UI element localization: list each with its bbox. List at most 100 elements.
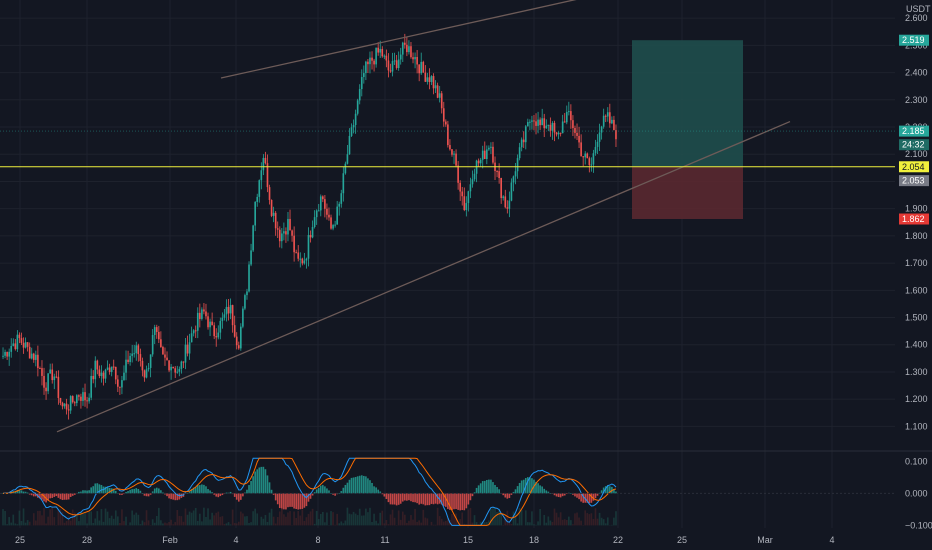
volume-bar	[270, 508, 273, 526]
candle-body	[98, 369, 101, 376]
volume-bar	[8, 517, 10, 526]
volume-bar	[305, 517, 308, 526]
histogram-bar	[520, 480, 523, 494]
histogram-bar	[188, 491, 191, 494]
volume-bar	[299, 515, 302, 526]
volume-bar	[557, 517, 560, 526]
candle-body	[235, 336, 238, 346]
volume-bar	[61, 511, 64, 526]
volume-bar	[172, 524, 174, 526]
channel-lower-line[interactable]	[56, 120, 791, 433]
time-axis[interactable]: 25 28 Feb 4 8 11 15 18 22 25 Mar 4	[15, 535, 835, 545]
candle-body	[424, 72, 427, 82]
histogram-bar	[35, 493, 37, 497]
volume-bar	[473, 515, 476, 526]
histogram-bar	[543, 488, 546, 494]
candle-body	[609, 112, 611, 124]
histogram-bar	[340, 491, 343, 494]
volume-bar	[352, 511, 355, 526]
candle-body	[172, 366, 174, 369]
candle-body	[92, 375, 95, 380]
volume-bar	[73, 512, 76, 526]
time-tick-label: 28	[82, 535, 92, 545]
candle-body	[57, 376, 60, 398]
volume-bar	[422, 509, 425, 526]
volume-bar	[568, 516, 570, 526]
histogram-bar	[139, 490, 142, 494]
candle-body	[555, 132, 558, 135]
volume-bar	[192, 510, 195, 526]
histogram-bar	[401, 493, 404, 502]
candle-body	[20, 338, 23, 343]
histogram-bar	[467, 493, 470, 505]
volume-bar	[510, 524, 513, 526]
volume-bar	[182, 521, 185, 526]
channel-upper-line[interactable]	[220, 0, 590, 79]
histogram-bar	[319, 485, 322, 494]
target-zone[interactable]	[632, 40, 743, 168]
volume-bar	[360, 515, 363, 526]
volume-bar	[459, 519, 461, 526]
volume-bar	[162, 523, 164, 526]
candle-body	[543, 118, 546, 129]
volume-bar	[98, 520, 101, 526]
volume-bar	[442, 521, 445, 526]
volume-bar	[401, 511, 404, 526]
histogram-bar	[518, 482, 521, 494]
macd-indicator	[0, 457, 895, 526]
volume-bar	[479, 521, 482, 526]
candle-body	[45, 387, 47, 392]
indicator-axis[interactable]: 0.100 0.000 −0.100	[905, 456, 932, 530]
histogram-bar	[559, 493, 562, 498]
candle-body	[344, 163, 347, 174]
histogram-bar	[262, 466, 265, 494]
candle-body	[545, 125, 548, 129]
candle-body	[30, 353, 33, 359]
histogram-bar	[303, 493, 306, 508]
candle-body	[205, 311, 207, 317]
histogram-bar	[379, 491, 382, 494]
histogram-bar	[414, 493, 416, 503]
histogram-bar	[276, 493, 279, 505]
volume-bar	[445, 520, 447, 526]
candle-body	[63, 403, 66, 407]
histogram-bar	[32, 493, 35, 497]
candle-body	[340, 193, 343, 204]
candle-body	[262, 157, 265, 171]
candle-body	[129, 355, 131, 362]
volume-bar	[276, 516, 279, 526]
histogram-bar	[100, 484, 103, 494]
histogram-bar	[24, 491, 27, 494]
histogram-bar	[49, 493, 51, 499]
candle-body	[371, 57, 373, 61]
histogram-bar	[131, 489, 133, 494]
candle-body	[449, 145, 451, 150]
volume-bar	[356, 515, 359, 526]
volume-bar	[43, 508, 45, 526]
histogram-bar	[121, 493, 123, 495]
histogram-bar	[344, 484, 347, 494]
volume-bar	[164, 522, 166, 526]
volume-bar	[153, 522, 156, 526]
volume-bar	[100, 509, 103, 526]
candle-body	[285, 231, 287, 235]
histogram-bar	[490, 479, 492, 494]
histogram-bar	[293, 493, 295, 509]
volume-bar	[80, 511, 82, 526]
stop-zone[interactable]	[632, 167, 743, 220]
price-tick-label: 1.700	[905, 258, 928, 268]
countdown-badge: 24:32	[899, 139, 929, 151]
volume-bar	[170, 519, 172, 526]
histogram-bar	[69, 493, 72, 497]
histogram-bar	[211, 492, 213, 494]
volume-bar	[242, 513, 244, 526]
price-tick-label: 1.300	[905, 367, 928, 377]
histogram-bar	[486, 479, 488, 494]
candle-body	[346, 154, 349, 164]
histogram-bar	[354, 477, 357, 494]
volume-bar	[602, 519, 605, 526]
histogram-bar	[342, 487, 345, 494]
volume-bar	[166, 523, 168, 526]
candle-body	[410, 46, 412, 58]
